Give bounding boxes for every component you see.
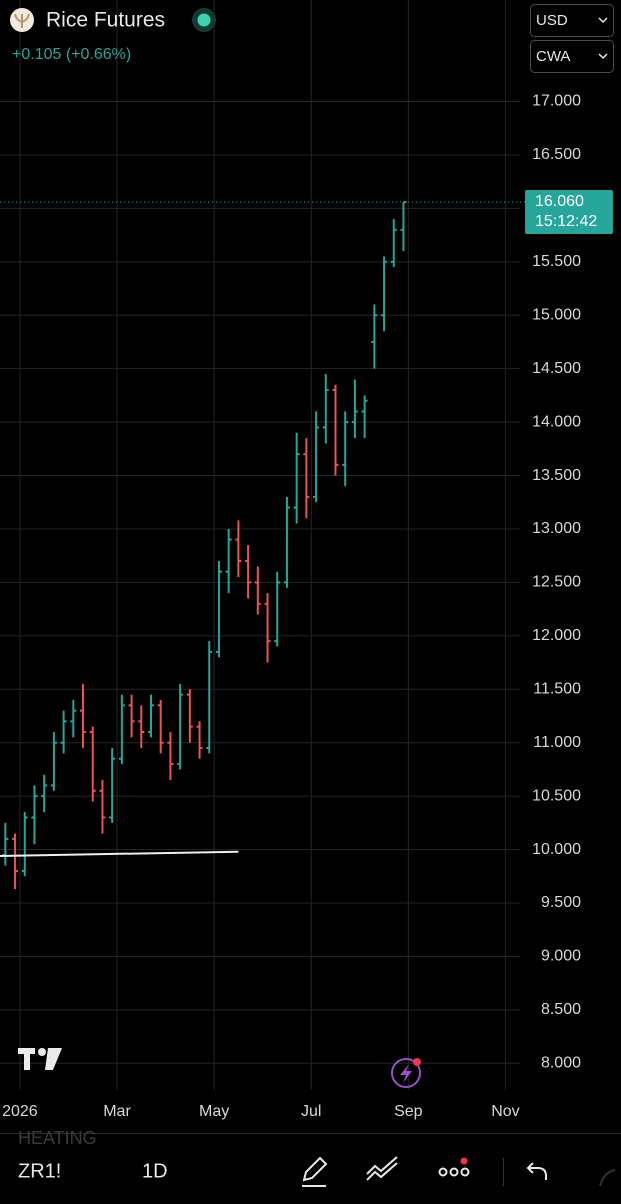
x-tick-label: Sep [394,1103,423,1120]
y-tick-label: 9.500 [541,894,581,911]
draw-tool[interactable] [302,1156,328,1187]
unit-label: CWA [536,48,570,65]
currency-dropdown[interactable] [530,4,614,37]
price-change: +0.105 (+0.66%) [12,46,131,63]
symbol-logo-mark [14,13,30,28]
overlay: 16.060 15:12:42 [0,189,613,857]
y-tick-label: 14.000 [532,413,581,430]
y-tick-label: 14.500 [532,360,581,377]
watermark: HEATING [18,1128,97,1148]
y-tick-label: 15.000 [532,306,581,323]
more-tool[interactable] [438,1157,470,1177]
y-tick-label: 16.500 [532,146,581,163]
x-tick-label: Mar [103,1103,131,1120]
market-status-dot [197,13,211,27]
tv-logo [18,1048,62,1070]
x-tick-label: Jul [301,1103,321,1120]
interval-button[interactable]: 1D [142,1160,168,1182]
y-tick-label: 13.000 [532,520,581,537]
y-tick-label: 11.000 [533,734,581,751]
currency-label: USD [536,12,568,29]
dropdown-arrow [598,17,608,24]
y-tick-label: 17.000 [532,93,581,110]
trendline [0,850,239,857]
chart-title: Rice Futures [46,9,165,32]
events-button[interactable] [391,1058,421,1088]
y-tick-label: 9.000 [541,948,581,965]
x-tick-label: 2026 [2,1103,38,1120]
countdown-label: 15:12:42 [535,213,597,230]
y-tick-label: 8.500 [541,1001,581,1018]
redo-button[interactable] [599,1169,616,1187]
y-tick-label: 11.500 [533,680,581,697]
y-tick-label: 10.000 [532,841,581,858]
unit-dropdown[interactable] [530,40,614,73]
y-tick-label: 13.500 [532,467,581,484]
symbol-button[interactable]: ZR1! [18,1160,61,1182]
indicators-tool[interactable] [366,1156,398,1181]
grid: 8.000 8.500 9.000 9.500 10.000 10.500 11.000 11… [0,0,581,1120]
bars [2,200,407,890]
y-tick-label: 8.000 [541,1055,581,1072]
undo-button[interactable] [526,1162,547,1180]
y-tick-label: 10.500 [532,787,581,804]
last-price-box [525,189,613,234]
last-price-label: 16.060 [535,193,584,210]
x-tick-label: May [199,1103,229,1120]
dropdown-arrow [598,53,608,60]
y-tick-label: 15.500 [532,253,581,270]
y-tick-label: 12.000 [532,627,581,644]
y-tick-label: 12.500 [532,574,581,591]
x-tick-label: Nov [491,1103,519,1120]
